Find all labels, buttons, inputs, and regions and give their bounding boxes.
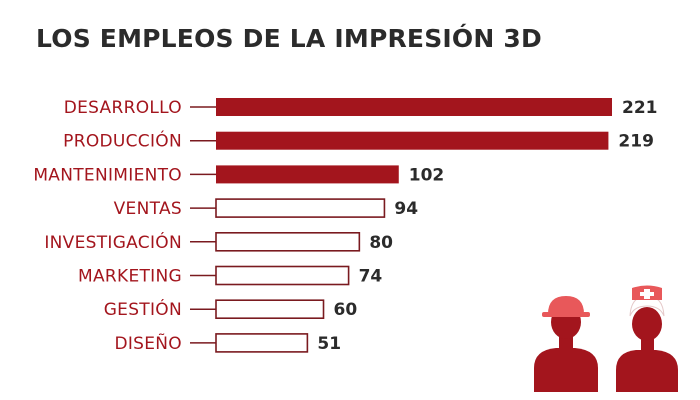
bar <box>216 165 399 184</box>
value-label: 80 <box>369 233 393 253</box>
nurse-head <box>632 307 662 341</box>
category-label: MANTENIMIENTO <box>33 165 182 185</box>
value-label: 60 <box>334 300 358 320</box>
category-label: VENTAS <box>114 199 182 219</box>
bars-layer: DESARROLLO 221 PRODUCCIÓN 219 MANTENIMIENTO 1… <box>33 98 658 354</box>
value-label: 221 <box>622 98 658 118</box>
nurse-body <box>616 350 678 392</box>
bar <box>215 198 386 218</box>
worker-body <box>534 348 598 392</box>
bar <box>215 265 350 286</box>
category-label: DISEÑO <box>114 332 182 354</box>
bar <box>215 232 361 252</box>
category-label: MARKETING <box>78 267 182 287</box>
value-label: 74 <box>359 267 383 287</box>
bar <box>216 131 609 150</box>
nurse-icon <box>616 285 678 392</box>
value-label: 94 <box>394 199 418 219</box>
value-label: 219 <box>618 132 654 152</box>
bar <box>215 299 325 320</box>
construction-worker-icon <box>534 296 598 392</box>
value-label: 102 <box>409 165 445 185</box>
category-label: INVESTIGACIÓN <box>44 231 182 253</box>
helmet-brim <box>542 312 590 317</box>
bar <box>215 333 309 353</box>
cross-horizontal <box>640 292 654 296</box>
category-label: GESTIÓN <box>104 298 182 320</box>
category-label: DESARROLLO <box>64 98 182 118</box>
bar <box>216 98 612 116</box>
chart-title: LOS EMPLEOS DE LA IMPRESIÓN 3D <box>36 24 542 53</box>
helmet-icon <box>548 296 584 314</box>
value-label: 51 <box>317 334 341 354</box>
category-label: PRODUCCIÓN <box>63 130 182 152</box>
workers-illustration <box>534 285 678 392</box>
